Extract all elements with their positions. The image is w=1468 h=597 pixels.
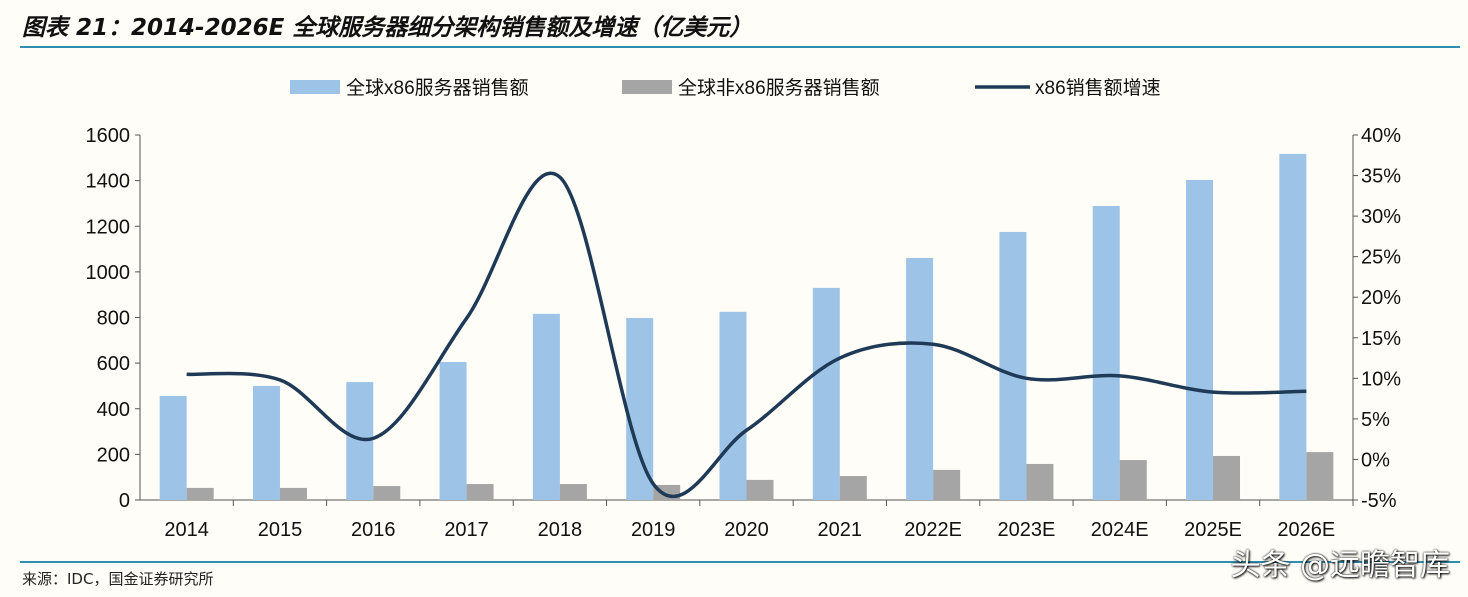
divider: [20, 46, 1460, 48]
left-tick-label: 0: [119, 490, 130, 512]
bar-non-x86: [559, 484, 587, 500]
right-tick-label: 40%: [1361, 125, 1401, 147]
bar-non-x86: [1213, 455, 1241, 500]
bar-non-x86: [279, 487, 307, 500]
left-tick-label: 800: [97, 308, 130, 330]
right-tick-label: 25%: [1361, 247, 1401, 269]
bar-non-x86: [746, 479, 774, 500]
bar-x86: [159, 395, 187, 500]
bar-non-x86: [1119, 460, 1147, 500]
watermark: 头条 @远瞻智库: [1230, 548, 1450, 583]
bar-non-x86: [186, 487, 214, 500]
left-tick-label: 1000: [86, 262, 131, 284]
bar-non-x86: [1306, 452, 1334, 500]
x-tick-label: 2018: [538, 519, 583, 541]
left-tick-label: 1200: [86, 216, 131, 238]
left-tick-label: 400: [97, 399, 130, 421]
right-tick-label: 15%: [1361, 328, 1401, 350]
growth-line: [186, 171, 1307, 499]
x-tick-label: 2020: [724, 519, 769, 541]
bar-x86: [1186, 179, 1214, 501]
bar-x86: [532, 313, 560, 500]
bar-non-x86: [933, 469, 961, 500]
legend-label: x86销售额增速: [1035, 77, 1161, 99]
divider: [20, 561, 1460, 563]
bar-x86: [906, 257, 934, 500]
legend-swatch: [622, 80, 672, 94]
left-tick-label: 1600: [86, 125, 131, 147]
bar-x86: [812, 287, 840, 500]
left-tick-label: 600: [97, 353, 130, 375]
x-tick-label: 2019: [631, 519, 676, 541]
chart-title: 图表 21：2014-2026E 全球服务器细分架构销售额及增速（亿美元）: [22, 15, 753, 41]
right-tick-label: 10%: [1361, 368, 1401, 390]
right-tick-label: 30%: [1361, 206, 1401, 228]
right-tick-label: 0%: [1361, 449, 1390, 471]
right-tick-label: 35%: [1361, 166, 1401, 188]
left-tick-label: 1400: [86, 171, 131, 193]
left-tick-label: 200: [97, 444, 130, 466]
legend-label: 全球x86服务器销售额: [346, 77, 529, 99]
bar-non-x86: [373, 486, 401, 500]
bar-x86: [999, 231, 1027, 500]
bar-non-x86: [1026, 463, 1054, 500]
bar-x86: [626, 317, 654, 500]
x-tick-label: 2023E: [998, 519, 1056, 541]
bar-x86: [1092, 205, 1120, 500]
x-tick-label: 2026E: [1277, 519, 1335, 541]
x-tick-label: 2021: [818, 519, 863, 541]
x-tick-label: 2022E: [904, 519, 962, 541]
bar-x86: [252, 385, 280, 500]
legend-label: 全球非x86服务器销售额: [678, 77, 880, 99]
bar-x86: [1279, 153, 1307, 500]
x-tick-label: 2025E: [1184, 519, 1242, 541]
right-tick-label: 20%: [1361, 287, 1401, 309]
right-tick-label: 5%: [1361, 409, 1390, 431]
bar-x86: [439, 361, 467, 500]
right-tick-label: -5%: [1361, 490, 1397, 512]
x-tick-label: 2014: [164, 519, 209, 541]
bar-non-x86: [466, 484, 494, 500]
x-tick-label: 2024E: [1091, 519, 1149, 541]
bar-x86: [719, 311, 747, 500]
x-tick-label: 2017: [444, 519, 489, 541]
legend-swatch: [290, 80, 340, 94]
x-tick-label: 2015: [258, 519, 303, 541]
bar-non-x86: [839, 476, 867, 500]
x-tick-label: 2016: [351, 519, 396, 541]
source-note: 来源：IDC，国金证券研究所: [22, 570, 214, 588]
